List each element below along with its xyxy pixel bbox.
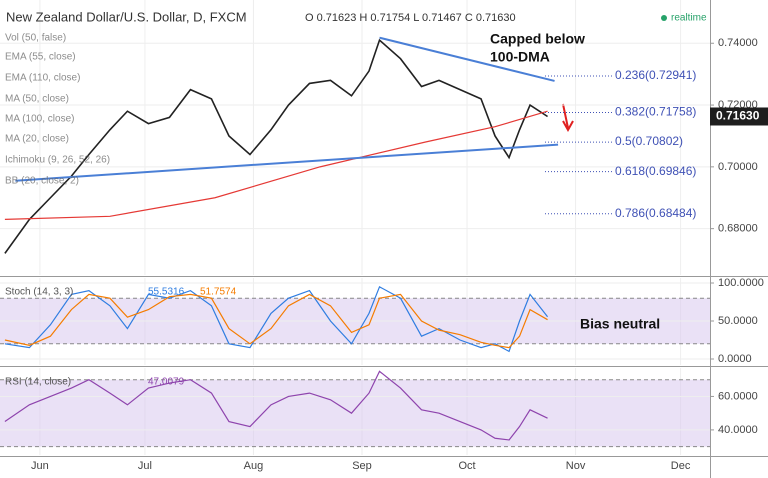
ohlc: O 0.71623 H 0.71754 L 0.71467 C 0.71630 [305,12,516,24]
panel-title: RSI (14, close) [5,377,71,388]
indicator-label: EMA (55, close) [5,52,76,63]
band [0,379,710,447]
last-price-box [710,107,768,126]
y-tick-label: 0.68000 [718,223,758,235]
indicator-label: MA (50, close) [5,94,69,105]
legend-value: 55.5316 [148,287,185,298]
indicator-label: MA (20, close) [5,134,69,145]
fib-label: 0.618(0.69846) [615,164,696,178]
y-tick-label: 0.74000 [718,37,758,49]
trendline [379,36,555,82]
fib-label: 0.382(0.71758) [615,105,696,119]
fib-label: 0.236(0.72941) [615,68,696,82]
legend-value: 51.7574 [200,287,237,298]
legend-value: 47.0079 [148,377,185,388]
y-tick-label: 60.0000 [718,390,758,402]
series-line [4,293,548,349]
fib-label: 0.5(0.70802) [615,134,683,148]
x-tick-label: Sep [352,460,372,472]
indicator-label: BB (20, close, 2) [5,176,79,187]
x-tick-label: Oct [458,460,475,472]
panel-title: Stoch (14, 3, 3) [5,287,73,298]
x-tick-label: Dec [671,460,691,472]
last-price-label: 0.71630 [716,109,760,123]
status: realtime [671,13,707,24]
series-line [4,370,548,441]
indicator-label: Ichimoku (9, 26, 52, 26) [5,155,110,166]
annotation: Capped below [490,31,585,47]
indicator-label: Vol (50, false) [5,33,66,44]
y-tick-label: 0.70000 [718,161,758,173]
series-line [4,285,549,353]
arrow [562,103,574,133]
y-tick-label: 50.0000 [718,315,758,327]
series-line [4,38,548,254]
fib-label: 0.786(0.68484) [615,206,696,220]
x-tick-label: Jun [31,460,49,472]
series-line [4,110,548,220]
indicator-label: EMA (110, close) [5,73,80,84]
y-tick-label: 0.0000 [718,353,752,365]
y-tick-label: 40.0000 [718,424,758,436]
annotation: Bias neutral [580,316,660,332]
trendline [15,143,559,182]
x-tick-label: Nov [566,460,586,472]
legend-label: MA (100, close) [5,114,74,125]
status-dot [661,15,667,21]
y-tick-label: 100.0000 [718,277,764,289]
x-tick-label: Jul [138,460,152,472]
x-tick-label: Aug [244,460,264,472]
annotation: 100-DMA [490,49,550,65]
chart-title: New Zealand Dollar/U.S. Dollar, D, FXCM [6,9,247,24]
